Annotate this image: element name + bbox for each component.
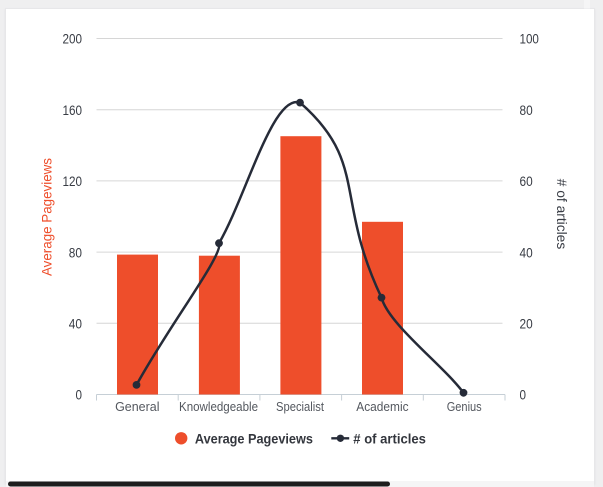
svg-text:20: 20 xyxy=(520,317,533,332)
svg-text:Average Pageviews: Average Pageviews xyxy=(195,430,313,446)
svg-text:General: General xyxy=(115,400,159,414)
svg-text:0: 0 xyxy=(520,388,527,403)
svg-text:Genius: Genius xyxy=(447,400,482,414)
svg-text:80: 80 xyxy=(69,245,82,260)
svg-text:Average Pageviews: Average Pageviews xyxy=(39,158,55,276)
svg-text:Knowledgeable: Knowledgeable xyxy=(179,400,258,414)
svg-text:# of articles: # of articles xyxy=(554,179,570,250)
svg-text:40: 40 xyxy=(520,245,533,260)
svg-text:160: 160 xyxy=(63,103,83,118)
svg-text:0: 0 xyxy=(76,388,83,403)
svg-text:100: 100 xyxy=(520,32,539,47)
svg-text:80: 80 xyxy=(520,103,533,118)
svg-text:120: 120 xyxy=(63,174,83,189)
svg-text:40: 40 xyxy=(69,317,82,332)
svg-text:200: 200 xyxy=(63,32,83,47)
svg-text:60: 60 xyxy=(520,174,533,189)
svg-text:Academic: Academic xyxy=(356,400,408,414)
svg-text:# of articles: # of articles xyxy=(353,430,426,446)
svg-text:Specialist: Specialist xyxy=(276,400,324,414)
